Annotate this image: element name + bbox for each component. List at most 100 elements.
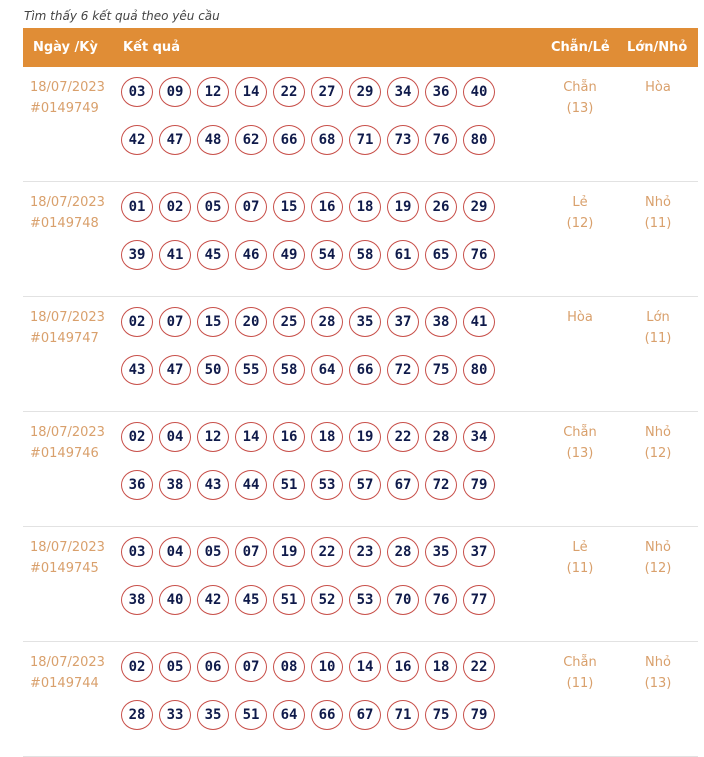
draw-id: #0149748 [30,216,99,231]
draw-id: #0149746 [30,446,99,461]
number-ball: 75 [425,700,457,730]
number-ball: 09 [159,77,191,107]
even-odd-cell: Chẵn (13) [545,422,615,464]
number-ball: 02 [121,422,153,452]
result-numbers: 02 05 06 07 08 10 14 16 18 22 28 33 35 51 64 66 67 71 75 79 [121,652,501,730]
number-ball: 80 [463,355,495,385]
number-ball: 51 [273,585,305,615]
number-ball: 45 [197,240,229,270]
big-small-count: (12) [644,561,672,576]
even-odd-label: Hòa [567,310,593,325]
even-odd-label: Chẵn [563,655,597,670]
number-ball: 16 [273,422,305,452]
table-row: 18/07/2023 #0149745 03 04 05 07 19 22 23 28 35 37… [23,527,698,642]
number-ball: 36 [121,470,153,500]
number-ball: 18 [311,422,343,452]
big-small-cell: Nhỏ (13) [623,652,693,694]
number-ball: 06 [197,652,229,682]
number-ball: 79 [463,470,495,500]
draw-info: 18/07/2023 #0149746 [30,422,105,464]
number-ball: 22 [387,422,419,452]
number-ball: 14 [235,77,267,107]
header-result: Kết quả [123,40,180,55]
number-ball: 23 [349,537,381,567]
even-odd-cell: Lẻ (11) [545,537,615,579]
number-ball: 64 [311,355,343,385]
number-ball: 67 [387,470,419,500]
number-ball: 16 [311,192,343,222]
number-ball: 04 [159,422,191,452]
number-ball: 05 [197,192,229,222]
big-small-cell: Nhỏ (11) [623,192,693,234]
number-ball: 29 [463,192,495,222]
number-ball: 43 [197,470,229,500]
number-ball: 72 [425,470,457,500]
number-ball: 05 [197,537,229,567]
result-numbers: 02 07 15 20 25 28 35 37 38 41 43 47 50 55 58 64 66 72 75 80 [121,307,501,385]
number-ball: 34 [387,77,419,107]
even-odd-cell: Chẵn (13) [545,77,615,119]
number-ball: 57 [349,470,381,500]
number-ball: 40 [159,585,191,615]
big-small-cell: Nhỏ (12) [623,422,693,464]
number-ball: 28 [311,307,343,337]
header-date: Ngày /Kỳ [33,40,98,55]
number-ball: 75 [425,355,457,385]
number-ball: 08 [273,652,305,682]
number-ball: 14 [235,422,267,452]
number-ball: 19 [273,537,305,567]
draw-date: 18/07/2023 [30,195,105,210]
number-ball: 40 [463,77,495,107]
number-ball: 44 [235,470,267,500]
number-ball: 28 [387,537,419,567]
number-ball: 38 [425,307,457,337]
number-ball: 28 [425,422,457,452]
big-small-cell: Nhỏ (12) [623,537,693,579]
number-ball: 38 [121,585,153,615]
number-ball: 42 [197,585,229,615]
even-odd-count: (12) [566,216,594,231]
number-ball: 47 [159,355,191,385]
table-header: Ngày /Kỳ Kết quả Chẵn/Lẻ Lớn/Nhỏ [23,28,698,67]
draw-id: #0149747 [30,331,99,346]
table-row: 18/07/2023 #0149747 02 07 15 20 25 28 35 37 38 41… [23,297,698,412]
number-ball: 51 [273,470,305,500]
number-ball: 61 [387,240,419,270]
even-odd-count: (11) [566,676,594,691]
number-ball: 22 [273,77,305,107]
number-ball: 66 [311,700,343,730]
number-ball: 02 [121,652,153,682]
number-ball: 46 [235,240,267,270]
number-ball: 76 [463,240,495,270]
number-ball: 77 [463,585,495,615]
even-odd-cell: Hòa [545,307,615,328]
draw-date: 18/07/2023 [30,540,105,555]
number-ball: 35 [349,307,381,337]
table-row: 18/07/2023 #0149746 02 04 12 14 16 18 19 22 28 34… [23,412,698,527]
draw-date: 18/07/2023 [30,80,105,95]
even-odd-count: (11) [566,561,594,576]
big-small-cell: Lớn (11) [623,307,693,349]
number-ball: 38 [159,470,191,500]
number-ball: 47 [159,125,191,155]
number-ball: 03 [121,77,153,107]
number-ball: 07 [235,537,267,567]
number-ball: 53 [349,585,381,615]
number-ball: 73 [387,125,419,155]
big-small-label: Hòa [645,80,671,95]
number-ball: 64 [273,700,305,730]
number-ball: 36 [425,77,457,107]
number-ball: 15 [197,307,229,337]
number-ball: 15 [273,192,305,222]
big-small-label: Lớn [646,310,670,325]
number-ball: 68 [311,125,343,155]
number-ball: 71 [387,700,419,730]
number-ball: 01 [121,192,153,222]
number-ball: 19 [387,192,419,222]
number-ball: 35 [197,700,229,730]
big-small-count: (11) [644,331,672,346]
results-table: Ngày /Kỳ Kết quả Chẵn/Lẻ Lớn/Nhỏ 18/07/2… [23,28,698,757]
draw-info: 18/07/2023 #0149749 [30,77,105,119]
number-ball: 25 [273,307,305,337]
results-count-caption: Tìm thấy 6 kết quả theo yêu cầu [24,9,220,23]
